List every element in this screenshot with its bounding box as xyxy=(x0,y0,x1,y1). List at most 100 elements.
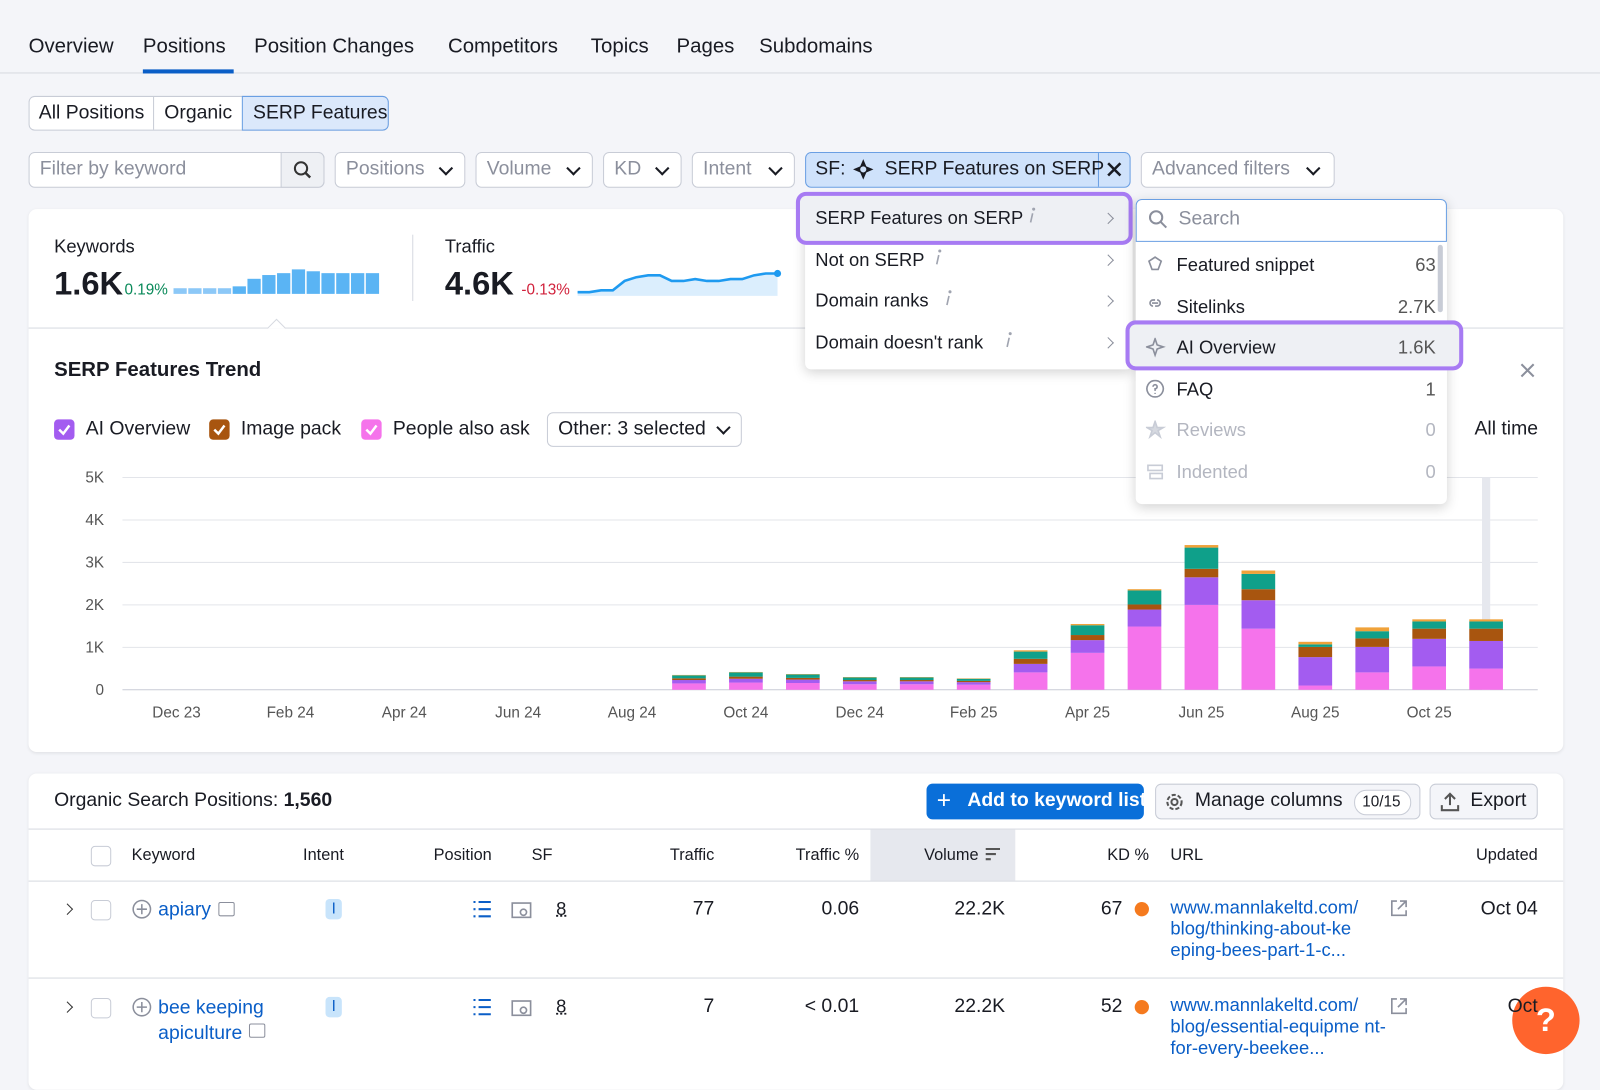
column-header[interactable]: URL xyxy=(1170,847,1203,865)
checkbox[interactable] xyxy=(91,846,111,866)
nav-tab[interactable]: Position Changes xyxy=(254,35,414,58)
add-icon xyxy=(132,899,152,925)
url[interactable]: www.mannlakeltd.com/ blog/thinking-about… xyxy=(1170,897,1389,961)
feature-icon xyxy=(1146,462,1166,488)
feature-name[interactable]: Indented xyxy=(1177,462,1249,483)
bar-segment xyxy=(1014,672,1048,689)
ext xyxy=(1389,996,1409,1016)
feature-name[interactable]: Reviews xyxy=(1177,420,1246,441)
keyword[interactable]: bee keeping apiculture xyxy=(158,995,280,1046)
column-header[interactable]: Keyword xyxy=(132,847,196,865)
divider xyxy=(29,978,1564,979)
clear-filter[interactable] xyxy=(1105,160,1123,178)
bar-segment xyxy=(1185,605,1219,690)
y-tick-label: 2K xyxy=(85,597,105,614)
dropdown-label: Volume xyxy=(487,158,552,180)
bar-segment xyxy=(1355,672,1389,689)
url[interactable]: www.mannlakeltd.com/ blog/essential-equi… xyxy=(1170,995,1389,1059)
bar-segment xyxy=(1469,669,1503,690)
bar-segment xyxy=(843,680,877,681)
export-label: Export xyxy=(1470,790,1526,812)
external-icon xyxy=(1389,996,1409,1022)
bar-segment xyxy=(729,683,763,690)
bar-segment xyxy=(1014,652,1048,659)
plus-icon: + xyxy=(937,787,951,816)
bar-segment xyxy=(1412,619,1446,621)
metric-value: 4.6K xyxy=(445,265,514,303)
menu-option[interactable]: Not on SERP xyxy=(815,249,924,270)
pointer xyxy=(267,318,285,328)
y-tick-label: 3K xyxy=(85,555,105,572)
x-tick-label: Feb 25 xyxy=(950,704,998,721)
sf-count[interactable]: 8 xyxy=(556,996,566,1017)
column-header[interactable]: Volume xyxy=(924,847,978,865)
bar-segment xyxy=(843,684,877,690)
feature-name[interactable]: FAQ xyxy=(1177,379,1214,400)
period[interactable]: All time xyxy=(1474,418,1538,440)
manage-label: Manage columns xyxy=(1195,790,1343,812)
metric-change: 0.19% xyxy=(124,281,167,298)
search-icon xyxy=(1147,208,1169,230)
menu-option[interactable]: SERP Features on SERP xyxy=(815,208,1023,229)
sparkline-bar xyxy=(292,269,305,293)
feature-name[interactable]: Featured snippet xyxy=(1177,255,1315,276)
feature-icon xyxy=(1146,255,1166,281)
legend-checkbox[interactable] xyxy=(361,419,381,439)
bar-segment xyxy=(1128,604,1162,609)
column-header[interactable]: Intent xyxy=(303,847,344,865)
kd: 52 xyxy=(1101,996,1123,1018)
legend-label: Image pack xyxy=(241,418,341,440)
y-tick-label: 0 xyxy=(96,682,105,699)
bar-segment xyxy=(1071,624,1105,625)
volume: 22.2K xyxy=(954,996,1005,1018)
x-tick-label: Aug 24 xyxy=(608,704,657,721)
legend-checkbox[interactable] xyxy=(54,419,74,439)
menu-option[interactable]: Domain doesn't rank xyxy=(815,332,983,353)
row-checkbox[interactable] xyxy=(91,900,111,920)
bar-segment xyxy=(957,681,991,682)
feature-name[interactable]: AI Overview xyxy=(1177,337,1276,358)
info-icon xyxy=(935,249,943,271)
plus-circle xyxy=(132,899,152,919)
traffic-pct: 0.06 xyxy=(821,898,859,920)
feature-name[interactable]: Sitelinks xyxy=(1177,296,1245,317)
view-tab[interactable]: Organic xyxy=(164,102,232,124)
bar-segment xyxy=(900,684,934,690)
search-button[interactable] xyxy=(281,152,325,188)
column-header[interactable]: SF xyxy=(532,847,553,865)
ai-icon xyxy=(852,158,874,180)
menu-option[interactable]: Domain ranks xyxy=(815,291,928,312)
nav-tab[interactable]: Pages xyxy=(677,35,735,58)
column-header[interactable]: KD % xyxy=(1107,847,1149,865)
view-tab[interactable]: SERP Features xyxy=(253,102,387,124)
row-checkbox[interactable] xyxy=(91,998,111,1018)
legend-checkbox[interactable] xyxy=(209,419,229,439)
column-header[interactable]: Updated xyxy=(1476,847,1538,865)
nav-tab[interactable]: Competitors xyxy=(448,35,558,58)
column-header[interactable]: Traffic xyxy=(670,847,714,865)
nav-tab[interactable]: Positions xyxy=(143,35,226,58)
metric-change: -0.13% xyxy=(521,281,570,298)
column-header[interactable]: Traffic % xyxy=(796,847,860,865)
search-icon xyxy=(282,153,324,187)
x-tick-label: Apr 24 xyxy=(382,704,428,721)
bar-segment xyxy=(1071,635,1105,640)
gear-icon xyxy=(1163,791,1185,813)
sf-label: SF: xyxy=(815,158,845,180)
sf-count[interactable]: 8 xyxy=(556,898,566,919)
feature-count: 1 xyxy=(1425,379,1435,400)
icons xyxy=(471,997,542,1019)
view-tab[interactable]: All Positions xyxy=(39,102,145,124)
nav-tab[interactable]: Overview xyxy=(29,35,114,58)
bar-segment xyxy=(1185,548,1219,569)
sparkline-bar xyxy=(247,279,260,294)
column-header[interactable]: Position xyxy=(434,847,492,865)
nav-tab[interactable]: Subdomains xyxy=(759,35,872,58)
nav-tab[interactable]: Topics xyxy=(591,35,649,58)
close-button[interactable] xyxy=(1519,362,1535,378)
metric-label: Traffic xyxy=(445,236,495,257)
bar-segment xyxy=(957,679,991,681)
sparkline-bar xyxy=(307,271,320,294)
keyword-placeholder: Filter by keyword xyxy=(40,158,187,180)
